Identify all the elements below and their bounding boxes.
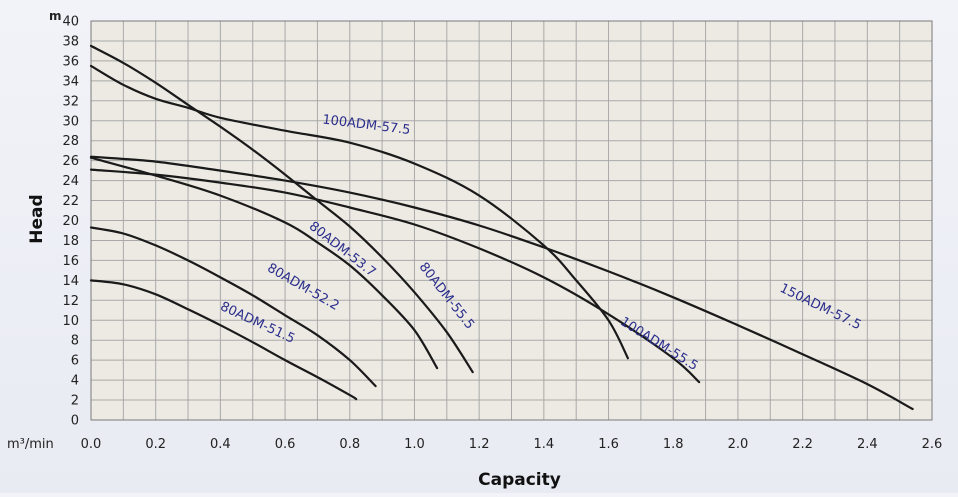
y-tick-label: 4 [71, 374, 79, 389]
x-tick-label: 0.2 [145, 437, 166, 452]
y-tick-label: 38 [62, 34, 79, 49]
y-tick-label: 26 [62, 154, 79, 169]
plot-border [90, 20, 933, 421]
series-line-80adm-55-5 [89, 44, 474, 374]
y-tick-label: 34 [62, 74, 79, 89]
x-tick-label: 0.4 [210, 437, 231, 452]
y-tick-label: 20 [62, 214, 79, 229]
y-axis-title: Head [27, 194, 47, 243]
series-line-100adm-55-5 [89, 168, 701, 384]
x-tick-label: 1.4 [534, 437, 555, 452]
series-line-100adm-57-5 [89, 64, 629, 360]
series-line-80adm-51-5 [89, 279, 358, 401]
y-tick-label: 24 [62, 174, 79, 189]
x-tick-label: 1.0 [404, 437, 425, 452]
y-tick-label: 0 [71, 414, 79, 429]
x-tick-label: 1.8 [663, 437, 684, 452]
y-tick-label: 36 [62, 54, 79, 69]
x-tick-label: 2.0 [728, 437, 749, 452]
x-tick-label: 2.4 [857, 437, 878, 452]
series-line-150adm-57-5 [89, 155, 914, 411]
series-lines [89, 44, 914, 411]
y-tick-label: 28 [62, 134, 79, 149]
x-tick-label: 1.2 [469, 437, 490, 452]
x-tick-label: 0.0 [81, 437, 102, 452]
y-tick-label: 14 [62, 274, 79, 289]
y-tick-label: 6 [71, 354, 79, 369]
x-tick-label: 2.6 [922, 437, 943, 452]
y-tick-label: 40 [62, 15, 79, 30]
y-tick-label: 16 [62, 254, 79, 269]
series-line-80adm-53-7 [89, 156, 439, 370]
y-tick-label: 12 [62, 294, 79, 309]
tick-labels: 02468101214161820222426283032343638400.0… [62, 15, 942, 453]
y-unit-label: m [49, 9, 62, 23]
x-tick-label: 0.8 [339, 437, 360, 452]
x-tick-label: 1.6 [598, 437, 619, 452]
grid [90, 20, 933, 421]
series-line-80adm-52-2 [89, 226, 377, 388]
x-tick-label: 2.2 [792, 437, 813, 452]
x-tick-label: 0.6 [275, 437, 296, 452]
y-tick-label: 18 [62, 234, 79, 249]
y-tick-label: 10 [62, 314, 79, 329]
y-tick-label: 32 [62, 94, 79, 109]
x-axis-title: Capacity [478, 470, 561, 490]
y-tick-label: 2 [71, 394, 79, 409]
y-tick-label: 8 [71, 334, 79, 349]
x-unit-label: m³/min [7, 437, 54, 452]
y-tick-label: 22 [62, 194, 79, 209]
y-tick-label: 30 [62, 114, 79, 129]
